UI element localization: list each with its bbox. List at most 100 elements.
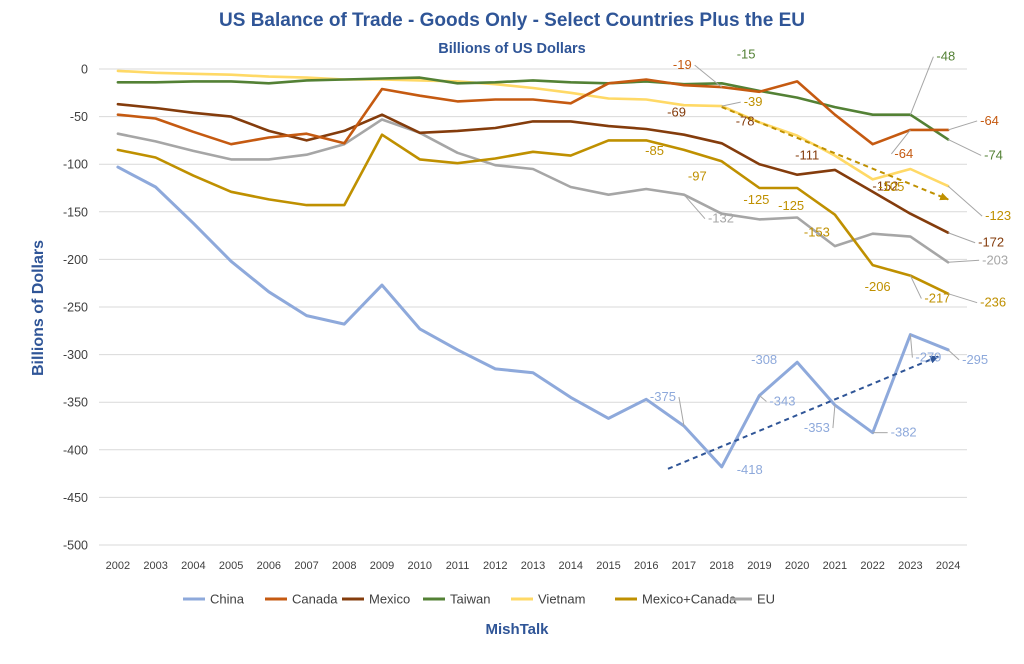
data-label-mexico-canada: -217: [924, 291, 950, 306]
y-axis-label: Billions of Dollars: [30, 240, 47, 376]
label-leader-line: [721, 101, 741, 107]
label-leader-line: [832, 405, 836, 429]
x-tick-label: 2008: [332, 560, 356, 572]
label-leader-line: [947, 232, 976, 244]
legend-item-mexico-canada: Mexico+Canada: [615, 592, 737, 607]
x-tick-label: 2013: [521, 560, 545, 572]
x-tick-label: 2017: [672, 560, 696, 572]
gridlines: [99, 68, 967, 546]
label-leader-line: [909, 56, 934, 115]
legend-item-eu: EU: [730, 592, 775, 607]
chart-footer: MishTalk: [485, 621, 549, 638]
x-tick-label: 2024: [936, 560, 960, 572]
data-label-vietnam: -39: [744, 94, 763, 109]
legend-label: Mexico+Canada: [642, 592, 737, 607]
y-tick-label: -300: [63, 348, 88, 362]
data-label-taiwan: -48: [936, 49, 955, 64]
series-line-canada: [116, 78, 950, 146]
series-line-taiwan: [116, 76, 950, 141]
x-tick-label: 2016: [634, 560, 658, 572]
y-tick-label: -450: [63, 491, 88, 505]
series-line-eu: [116, 118, 950, 264]
x-tick-label: 2007: [294, 560, 318, 572]
label-leader-line: [947, 293, 978, 304]
label-leader-line: [683, 194, 706, 219]
data-label-mexico-canada: -236: [980, 295, 1006, 310]
trend-arrow-china: [667, 355, 940, 470]
x-tick-label: 2022: [860, 560, 884, 572]
data-label-canada: -19: [673, 57, 692, 72]
x-tick-label: 2021: [823, 560, 847, 572]
data-label-china: -353: [804, 420, 830, 435]
label-leader-line: [947, 185, 983, 217]
data-label-china: -295: [962, 352, 988, 367]
data-label-mexico-canada: -97: [688, 168, 707, 183]
y-tick-label: -500: [63, 539, 88, 553]
legend-label: EU: [757, 592, 775, 607]
label-leader-line: [678, 396, 685, 427]
data-label-china: -308: [751, 352, 777, 367]
legend-label: Vietnam: [538, 592, 585, 607]
x-tick-label: 2006: [257, 560, 281, 572]
legend-label: Taiwan: [450, 592, 490, 607]
data-label-china: -279: [915, 350, 941, 365]
data-label-mexico: -69: [667, 105, 686, 120]
data-label-mexico-canada: -125: [778, 198, 804, 213]
x-tick-label: 2011: [446, 560, 470, 572]
data-label-taiwan: -74: [984, 147, 1003, 162]
y-tick-label: -400: [63, 443, 88, 457]
x-tick-label: 2009: [370, 560, 394, 572]
series-line-china: [116, 165, 950, 469]
y-tick-label: -250: [63, 301, 88, 315]
chart-subtitle: Billions of US Dollars: [438, 41, 585, 57]
data-label-mexico: -172: [978, 235, 1004, 250]
x-tick-label: 2014: [558, 560, 582, 572]
legend: China Canada Mexico Taiwan Vietnam Mexico+Can…: [183, 592, 775, 607]
x-tick-label: 2003: [143, 560, 167, 572]
data-label-china: -418: [737, 462, 763, 477]
label-leader-line: [947, 138, 982, 156]
legend-item-vietnam: Vietnam: [511, 592, 585, 607]
label-leader-line: [947, 120, 978, 131]
y-tick-label: -150: [63, 205, 88, 219]
data-label-mexico: -78: [736, 113, 755, 128]
legend-item-canada: Canada: [265, 592, 338, 607]
data-label-china: -375: [650, 389, 676, 404]
label-leader-line: [759, 395, 767, 402]
x-axis-ticks: 2002 2003 2004 2005 2006 2007 2008 2009 2010 2011…: [106, 560, 961, 572]
data-label-mexico-canada: -125: [743, 192, 769, 207]
data-label-eu: -203: [982, 252, 1008, 267]
data-label-vietnam: -105: [878, 179, 904, 194]
x-tick-label: 2012: [483, 560, 507, 572]
data-label-mexico-canada: -206: [865, 279, 891, 294]
legend-item-mexico: Mexico: [342, 592, 410, 607]
data-label-canada: -64: [894, 146, 913, 161]
data-label-eu: -132: [708, 211, 734, 226]
y-axis-ticks: 0 -50 -100 -150 -200 -250 -300 -350 -400 -450 -500: [63, 63, 88, 553]
data-label-taiwan: -15: [737, 46, 756, 61]
y-tick-label: 0: [81, 63, 88, 77]
label-leader-line: [909, 275, 922, 299]
data-label-vietnam: -123: [985, 208, 1011, 223]
data-label-mexico-canada: -153: [804, 225, 830, 240]
series-line-mexico: [116, 102, 950, 234]
series-lines: [116, 69, 950, 469]
legend-label: China: [210, 592, 245, 607]
x-tick-label: 2020: [785, 560, 809, 572]
data-label-mexico: -152: [872, 179, 898, 194]
chart-title: US Balance of Trade - Goods Only - Selec…: [219, 10, 805, 31]
data-labels: -375 -418 -343 -308 -353 -382 -279 -295 -19 -64 -6…: [645, 46, 1011, 477]
data-label-china: -382: [891, 425, 917, 440]
x-tick-label: 2010: [408, 560, 432, 572]
legend-item-china: China: [183, 592, 245, 607]
x-tick-label: 2023: [898, 560, 922, 572]
y-tick-label: -200: [63, 253, 88, 267]
y-tick-label: -50: [70, 110, 88, 124]
label-leader-line: [909, 334, 913, 358]
x-tick-label: 2018: [709, 560, 733, 572]
label-leader-line: [948, 259, 980, 263]
x-tick-label: 2019: [747, 560, 771, 572]
legend-label: Canada: [292, 592, 338, 607]
series-line-mexico-canada: [116, 133, 950, 296]
